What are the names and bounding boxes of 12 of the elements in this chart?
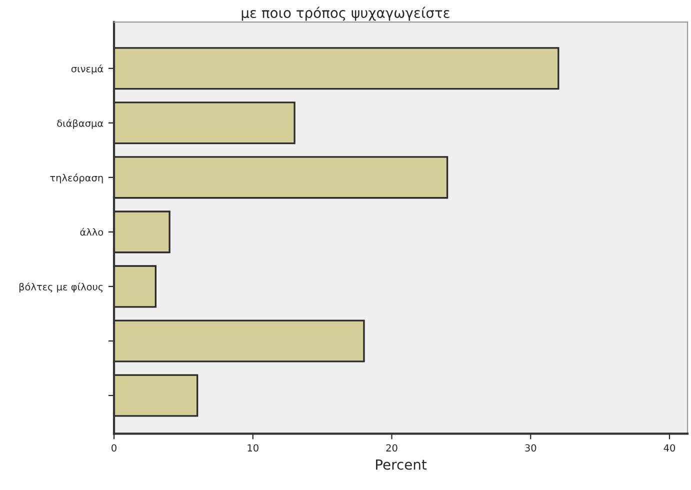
y-tick-label: σινεμά	[71, 64, 104, 74]
y-tick-label: διάβασμα	[57, 119, 104, 129]
x-tick-label: 30	[525, 444, 536, 452]
y-tick-label: τηλεόραση	[50, 174, 103, 184]
y-tick-label: βόλτες με φίλους	[19, 282, 103, 292]
x-tick-label: 0	[112, 444, 116, 452]
x-tick-label: 40	[664, 444, 676, 452]
y-tick-label: άλλο	[80, 228, 104, 236]
x-tick-label: 10	[248, 444, 258, 452]
x-axis-title: Percent	[376, 459, 427, 470]
chart-title: με ποιο τρόπος ψυχαγωγείστε	[242, 6, 450, 21]
x-tick-label: 20	[386, 444, 398, 452]
